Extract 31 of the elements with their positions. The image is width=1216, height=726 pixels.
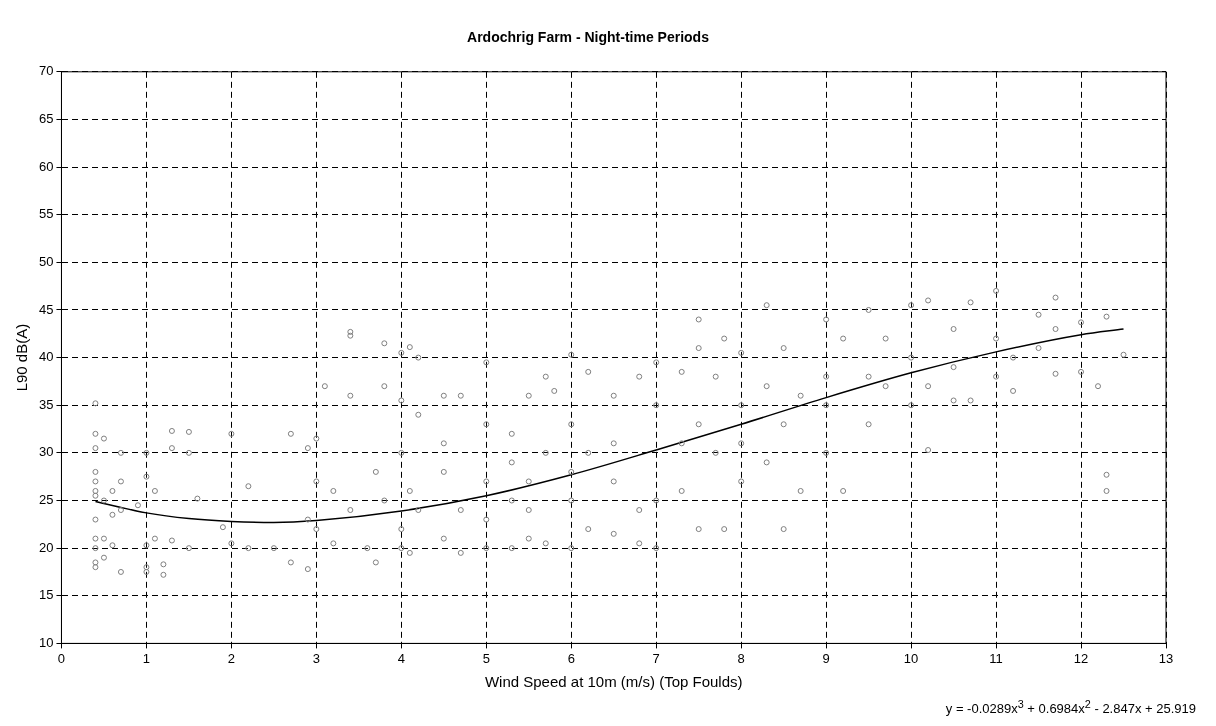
y-tick-label: 35 bbox=[38, 396, 54, 412]
x-tick-label: 12 bbox=[1073, 650, 1089, 666]
x-tick-label: 7 bbox=[652, 650, 660, 666]
y-tick-label: 15 bbox=[38, 587, 54, 603]
x-tick-label: 13 bbox=[1158, 650, 1174, 666]
y-tick-label: 30 bbox=[38, 444, 54, 460]
y-axis-title: L90 dB(A) bbox=[13, 323, 31, 392]
chart-title: Ardochrig Farm - Night-time Periods bbox=[467, 29, 710, 46]
x-tick-label: 10 bbox=[903, 650, 919, 666]
x-tick-label: 9 bbox=[822, 650, 830, 666]
x-tick-label: 8 bbox=[737, 650, 745, 666]
y-tick-label: 40 bbox=[38, 349, 54, 365]
y-tick-label: 25 bbox=[38, 492, 54, 508]
x-tick-label: 1 bbox=[142, 650, 151, 666]
y-tick-label: 55 bbox=[38, 206, 54, 222]
y-tick-label: 65 bbox=[38, 111, 54, 127]
x-tick-label: 3 bbox=[312, 650, 320, 666]
x-tick-label: 4 bbox=[397, 650, 405, 666]
text: y = -0.0289x$^{3}$ + 0.6984x$^{2}$ - 2.847x + 25.919 bbox=[945, 698, 1196, 717]
x-tick-label: 6 bbox=[567, 650, 575, 666]
x-tick-label: 2 bbox=[227, 650, 236, 666]
x-axis-title: Wind Speed at 10m (m/s) (Top Foulds) bbox=[484, 673, 743, 691]
x-tick-label: 11 bbox=[989, 650, 1003, 666]
x-tick-label: 5 bbox=[482, 650, 490, 666]
y-tick-label: 45 bbox=[38, 301, 54, 317]
y-tick-label: 10 bbox=[38, 634, 54, 650]
y-tick-label: 50 bbox=[38, 253, 54, 269]
y-tick-label: 70 bbox=[38, 63, 54, 79]
y-tick-label: 20 bbox=[38, 539, 54, 555]
y-tick-label: 60 bbox=[38, 158, 54, 174]
x-tick-label: 0 bbox=[57, 650, 66, 666]
